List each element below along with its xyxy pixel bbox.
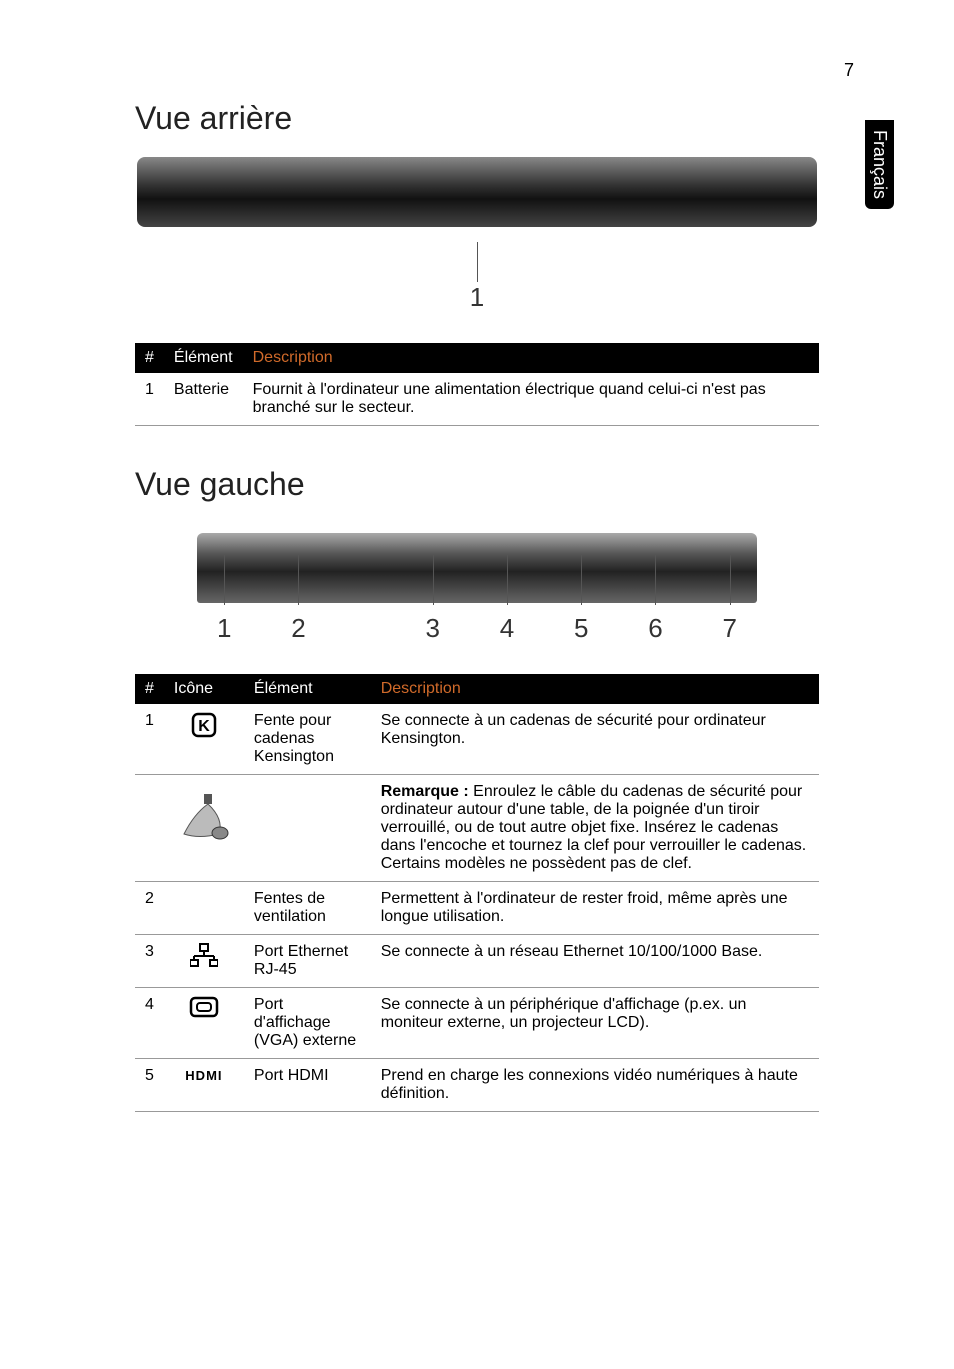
ethernet-icon (190, 943, 218, 971)
cell-icon (164, 775, 244, 882)
col-num: # (135, 343, 164, 373)
table-row: 1 K Fente pour cadenas Kensington Se con… (135, 704, 819, 775)
table-header-row: # Icône Élément Description (135, 674, 819, 704)
left-callouts: 1 2 3 4 5 6 7 (197, 613, 757, 644)
laptop-rear-illustration (137, 157, 817, 227)
section-rear-title: Vue arrière (135, 100, 819, 137)
cell-num: 3 (135, 935, 164, 988)
remark-label: Remarque : (381, 783, 473, 800)
table-row: 1 Batterie Fournit à l'ordinateur une al… (135, 373, 819, 426)
cell-num: 4 (135, 988, 164, 1059)
col-desc: Description (243, 343, 819, 373)
cell-icon: K (164, 704, 244, 775)
table-row: 2 Fentes de ventilation Permettent à l'o… (135, 882, 819, 935)
left-callout: 7 (723, 613, 737, 644)
left-callout: 3 (426, 613, 440, 644)
hdmi-icon: HDMI (185, 1069, 222, 1082)
col-desc: Description (371, 674, 819, 704)
col-element: Élément (244, 674, 371, 704)
page-content: Vue arrière 1 # Élément Description 1 Ba… (0, 0, 954, 1212)
cell-icon (164, 988, 244, 1059)
cell-icon (164, 935, 244, 988)
language-tab: Français (865, 120, 894, 209)
cell-remark: Remarque : Enroulez le câble du cadenas … (371, 775, 819, 882)
table-header-row: # Élément Description (135, 343, 819, 373)
vga-icon (189, 996, 219, 1022)
left-callout: 4 (500, 613, 514, 644)
cell-num: 5 (135, 1059, 164, 1112)
col-icon: Icône (164, 674, 244, 704)
left-figure: 1 2 3 4 5 6 7 (135, 533, 819, 644)
cell-icon (164, 882, 244, 935)
left-callout: 1 (217, 613, 231, 644)
cell-element: Batterie (164, 373, 243, 426)
kensington-icon: K (191, 712, 217, 742)
rear-figure: 1 (135, 157, 819, 313)
table-row: 3 Port Ethernet RJ-45 Se connecte à un r… (135, 935, 819, 988)
svg-text:K: K (198, 718, 210, 735)
cell-element: Port HDMI (244, 1059, 371, 1112)
cell-num: 1 (135, 704, 164, 775)
left-callout: 5 (574, 613, 588, 644)
cell-icon: HDMI (164, 1059, 244, 1112)
cable-lock-icon (174, 789, 234, 849)
cell-element: Fente pour cadenas Kensington (244, 704, 371, 775)
cell-desc: Se connecte à un cadenas de sécurité pou… (371, 704, 819, 775)
laptop-left-illustration (197, 533, 757, 603)
cell-desc: Prend en charge les connexions vidéo num… (371, 1059, 819, 1112)
page-number: 7 (844, 60, 854, 81)
cell-desc: Se connecte à un réseau Ethernet 10/100/… (371, 935, 819, 988)
cell-num: 1 (135, 373, 164, 426)
table-row: 5 HDMI Port HDMI Prend en charge les con… (135, 1059, 819, 1112)
col-element: Élément (164, 343, 243, 373)
cell-element: Port Ethernet RJ-45 (244, 935, 371, 988)
rear-table: # Élément Description 1 Batterie Fournit… (135, 343, 819, 426)
table-row: 4 Port d'affichage (VGA) externe Se conn… (135, 988, 819, 1059)
table-row-remark: Remarque : Enroulez le câble du cadenas … (135, 775, 819, 882)
left-callout: 2 (291, 613, 305, 644)
left-callout: 6 (648, 613, 662, 644)
cell-desc: Se connecte à un périphérique d'affichag… (371, 988, 819, 1059)
cell-element: Port d'affichage (VGA) externe (244, 988, 371, 1059)
section-left-title: Vue gauche (135, 466, 819, 503)
cell-desc: Fournit à l'ordinateur une alimentation … (243, 373, 819, 426)
col-num: # (135, 674, 164, 704)
rear-callout-1: 1 (135, 282, 819, 313)
cell-desc: Permettent à l'ordinateur de rester froi… (371, 882, 819, 935)
left-table: # Icône Élément Description 1 K Fente po… (135, 674, 819, 1112)
cell-num: 2 (135, 882, 164, 935)
cell-element: Fentes de ventilation (244, 882, 371, 935)
